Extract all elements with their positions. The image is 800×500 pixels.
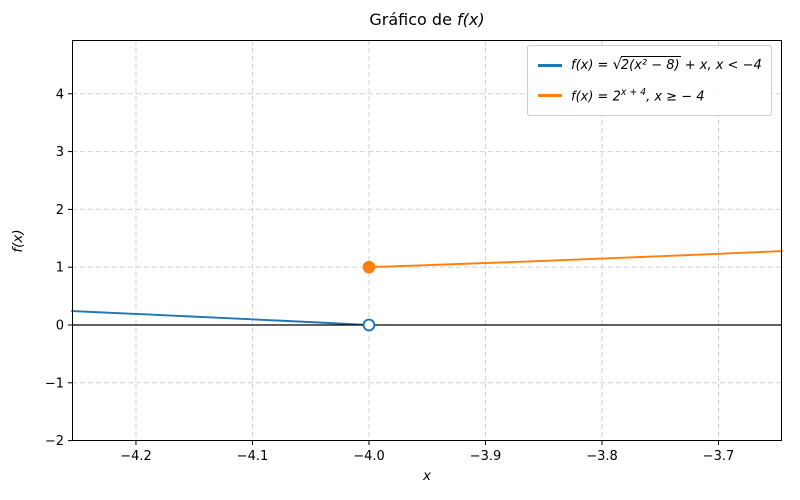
x-axis-label: x: [423, 468, 431, 484]
open-circle-marker: [362, 318, 376, 332]
y-axis-label: f(x): [10, 229, 26, 253]
chart-title-math: f(x): [457, 10, 485, 29]
exponent: x + 4: [620, 86, 647, 98]
legend: f(x) = √2(x² − 8) + x, x < −4 f(x) = 2x +…: [527, 45, 772, 116]
y-tick-label: −2: [45, 434, 64, 449]
sqrt-radicand: 2(x² − 8): [620, 56, 681, 74]
y-tick-label: 4: [56, 87, 64, 102]
blue-branch-line: [71, 310, 370, 326]
legend-entry: f(x) = √2(x² − 8) + x, x < −4: [538, 53, 762, 78]
legend-entry: f(x) = 2x + 4, x ≥ − 4: [538, 83, 761, 108]
x-tick-label: −4.0: [353, 449, 385, 464]
legend-swatch-orange: [538, 94, 562, 97]
plot-frame: [72, 40, 782, 441]
x-tick-label: −3.8: [586, 449, 618, 464]
x-tick-label: −4.2: [120, 449, 152, 464]
orange-branch-line: [368, 250, 783, 269]
x-tick-label: −3.7: [703, 449, 735, 464]
y-tick-label: 2: [56, 203, 64, 218]
x-tick-label: −4.1: [237, 449, 269, 464]
sqrt-sign: √: [612, 56, 622, 74]
y-tick-label: 1: [56, 261, 64, 276]
legend-swatch-blue: [538, 64, 562, 67]
legend-label: f(x) = √2(x² − 8) + x, x < −4: [571, 56, 762, 74]
chart-title-text: Gráfico de: [369, 10, 458, 29]
filled-circle-marker: [362, 260, 376, 274]
y-tick-label: 0: [56, 318, 64, 333]
y-tick-label: 3: [56, 145, 64, 160]
y-tick-label: −1: [45, 376, 64, 391]
chart-title: Gráfico de f(x): [72, 10, 782, 29]
x-tick-label: −3.9: [470, 449, 502, 464]
legend-label: f(x) = 2x + 4, x ≥ − 4: [571, 86, 705, 105]
